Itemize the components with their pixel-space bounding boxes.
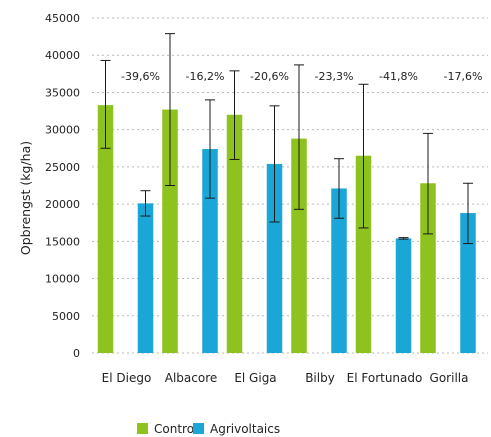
bar-controle (420, 183, 436, 353)
percentage-label: -39,6% (121, 70, 160, 83)
y-tick-label: 10000 (45, 273, 80, 286)
bar-agrivoltaics (331, 188, 347, 353)
legend-swatch (193, 423, 204, 434)
y-tick-label: 35000 (45, 86, 80, 99)
bar-agrivoltaics (137, 203, 154, 353)
bar-agrivoltaics (395, 238, 412, 353)
error-bar (269, 105, 280, 223)
percentage-label: -17,6% (444, 70, 483, 83)
percentage-label: -41,8% (379, 70, 418, 83)
error-bar (100, 59, 111, 149)
bar-controle (355, 155, 372, 353)
error-bar (165, 33, 175, 186)
x-category-label: El Fortunado (347, 371, 423, 385)
x-category-label: Gorilla (430, 371, 469, 385)
error-bar (334, 158, 344, 219)
y-axis-title: Opbrengst (kg/ha) (18, 141, 33, 255)
y-tick-label: 15000 (45, 235, 80, 248)
percentage-label: -16,2% (186, 70, 225, 83)
x-category-label: Albacore (165, 371, 218, 385)
bar-agrivoltaics (266, 163, 283, 353)
y-tick-label: 0 (73, 347, 80, 360)
error-bars (100, 33, 473, 245)
bar-controle (226, 114, 243, 354)
bar-controle (162, 109, 178, 353)
bar-agrivoltaics (202, 149, 218, 353)
error-bar (140, 190, 151, 217)
error-bar (205, 99, 215, 199)
y-tick-label: 20000 (45, 198, 80, 211)
legend-label: Controle (154, 422, 205, 436)
bars (97, 105, 476, 354)
bar-controle (291, 138, 307, 353)
error-bar (294, 64, 304, 210)
bar-controle (97, 105, 114, 353)
y-tick-label: 25000 (45, 161, 80, 174)
x-category-label: El Giga (234, 371, 276, 385)
error-bar (229, 70, 240, 160)
bar-agrivoltaics (460, 213, 476, 353)
error-bar (358, 83, 369, 229)
y-tick-label: 40000 (45, 49, 80, 62)
x-category-label: Bilby (305, 371, 335, 385)
legend-swatch (137, 423, 148, 434)
percentage-annotations: -39,6% -16,2% -20,6% -23,3% -41,8% -17,6% (121, 70, 482, 83)
y-tick-label: 45000 (45, 12, 80, 25)
legend-label: Agrivoltaics (210, 422, 280, 436)
x-axis-categories: El Diego Albacore El Giga Bilby El Fortunado… (102, 371, 469, 385)
y-tick-label: 5000 (52, 310, 80, 323)
percentage-label: -23,3% (315, 70, 354, 83)
y-axis-ticks: 0 5000 10000 15000 20000 25000 30000 35000 40000… (45, 12, 80, 360)
error-bar (423, 132, 433, 235)
x-category-label: El Diego (102, 371, 152, 385)
legend: Controle Agrivoltaics (137, 422, 280, 436)
percentage-label: -20,6% (250, 70, 289, 83)
error-bar (463, 182, 473, 245)
error-bar (398, 237, 409, 240)
y-tick-label: 30000 (45, 124, 80, 137)
